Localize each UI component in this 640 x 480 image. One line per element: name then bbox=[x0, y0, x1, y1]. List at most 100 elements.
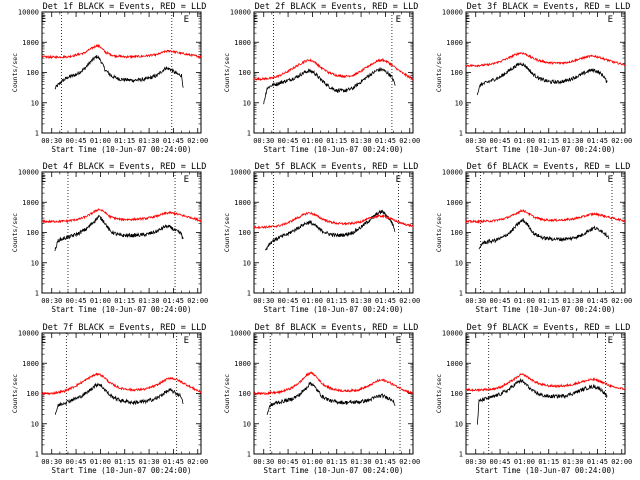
plot-frame bbox=[465, 11, 626, 134]
e-marker-label: E bbox=[396, 336, 401, 346]
panel-title: Det 7f BLACK = Events, RED = LLD bbox=[43, 323, 207, 333]
y-tick-label: 10 bbox=[243, 420, 251, 428]
x-tick-label: 01:30 bbox=[139, 297, 160, 305]
series-lld bbox=[466, 373, 626, 393]
panel-8: Det 8f BLACK = Events, RED = LLD 1 10 100 10… bbox=[223, 323, 420, 475]
series-lld bbox=[41, 372, 202, 396]
series-lld bbox=[253, 58, 414, 82]
x-tick-label: 01:15 bbox=[114, 137, 135, 145]
series-lld bbox=[253, 211, 414, 230]
plot-frame bbox=[465, 171, 626, 294]
x-tick-label: 01:15 bbox=[538, 137, 559, 145]
y-tick-label: 1 bbox=[459, 130, 463, 138]
series-lld bbox=[253, 371, 414, 396]
y-axis-label: Counts/sec bbox=[223, 213, 231, 252]
y-tick-label: 1 bbox=[35, 130, 39, 138]
y-tick-label: 10 bbox=[31, 420, 39, 428]
y-axis-label: Counts/sec bbox=[435, 374, 443, 413]
x-tick-label: 01:45 bbox=[587, 137, 608, 145]
y-axis-label: Counts/sec bbox=[435, 213, 443, 252]
y-tick-label: 10000 bbox=[442, 169, 463, 177]
y-tick-label: 1 bbox=[247, 451, 251, 459]
series-events bbox=[54, 214, 184, 251]
y-tick-label: 10 bbox=[455, 99, 463, 107]
x-tick-label: 01:15 bbox=[114, 297, 135, 305]
x-tick-label: 02:00 bbox=[399, 297, 420, 305]
series-events bbox=[266, 381, 396, 415]
x-tick-label: 02:00 bbox=[187, 137, 208, 145]
e-marker-label: E bbox=[608, 175, 613, 185]
x-tick-label: 00:30 bbox=[253, 137, 274, 145]
y-tick-label: 10000 bbox=[442, 330, 463, 338]
y-tick-label: 10000 bbox=[18, 169, 39, 177]
panel-2: Det 2f BLACK = Events, RED = LLD 1 10 100 10… bbox=[223, 2, 420, 154]
series-events bbox=[54, 55, 184, 90]
y-tick-label: 10 bbox=[31, 259, 39, 267]
x-tick-label: 01:45 bbox=[375, 458, 396, 466]
x-tick-label: 01:30 bbox=[563, 137, 584, 145]
x-tick-label: 01:30 bbox=[139, 458, 160, 466]
x-tick-label: 01:00 bbox=[514, 458, 535, 466]
y-axis-label: Counts/sec bbox=[223, 53, 231, 92]
x-tick-label: 01:30 bbox=[351, 137, 372, 145]
x-tick-label: 00:30 bbox=[253, 297, 274, 305]
panel-5: Det 5f BLACK = Events, RED = LLD 1 10 100 10… bbox=[223, 162, 420, 314]
x-tick-label: 00:45 bbox=[278, 137, 299, 145]
y-axis-label: Counts/sec bbox=[11, 213, 19, 252]
y-axis-label: Counts/sec bbox=[11, 53, 19, 92]
y-tick-label: 1000 bbox=[446, 360, 463, 368]
y-tick-label: 1000 bbox=[234, 199, 251, 207]
y-tick-label: 100 bbox=[238, 69, 251, 77]
x-tick-label: 00:45 bbox=[490, 458, 511, 466]
panel-title: Det 2f BLACK = Events, RED = LLD bbox=[255, 2, 419, 12]
x-tick-label: 01:15 bbox=[538, 458, 559, 466]
x-tick-label: 00:45 bbox=[66, 297, 87, 305]
x-tick-label: 02:00 bbox=[187, 458, 208, 466]
y-tick-label: 10 bbox=[243, 99, 251, 107]
y-tick-label: 1000 bbox=[446, 39, 463, 47]
series-events bbox=[54, 382, 184, 415]
x-tick-label: 01:15 bbox=[326, 458, 347, 466]
panel-3: Det 3f BLACK = Events, RED = LLD 1 10 100 10… bbox=[435, 2, 632, 154]
plot-frame bbox=[465, 332, 626, 455]
y-tick-label: 1 bbox=[459, 451, 463, 459]
x-tick-label: 00:45 bbox=[490, 297, 511, 305]
y-tick-label: 1 bbox=[35, 290, 39, 298]
plot-frame bbox=[41, 171, 202, 294]
y-tick-label: 100 bbox=[26, 390, 39, 398]
x-tick-label: 00:45 bbox=[490, 137, 511, 145]
x-tick-label: 00:30 bbox=[41, 297, 62, 305]
series-events bbox=[265, 209, 396, 251]
y-tick-label: 10000 bbox=[18, 330, 39, 338]
e-marker-label: E bbox=[465, 336, 470, 346]
panel-title: Det 8f BLACK = Events, RED = LLD bbox=[255, 323, 419, 333]
panel-9: Det 9f BLACK = Events, RED = LLD 1 10 100 10… bbox=[435, 323, 632, 475]
e-marker-label: E bbox=[184, 336, 189, 346]
x-tick-label: 01:00 bbox=[302, 297, 323, 305]
y-tick-label: 1000 bbox=[234, 360, 251, 368]
x-tick-label: 01:00 bbox=[302, 137, 323, 145]
panel-title: Det 1f BLACK = Events, RED = LLD bbox=[43, 2, 207, 12]
panel-title: Det 9f BLACK = Events, RED = LLD bbox=[467, 323, 631, 333]
x-tick-label: 00:30 bbox=[465, 297, 486, 305]
x-tick-label: 00:30 bbox=[465, 458, 486, 466]
x-tick-label: 00:45 bbox=[278, 458, 299, 466]
x-axis-label: Start Time (10-Jun-07 00:24:00) bbox=[264, 145, 404, 154]
x-tick-label: 01:15 bbox=[538, 297, 559, 305]
x-tick-label: 01:00 bbox=[514, 137, 535, 145]
plot-frame bbox=[253, 332, 414, 455]
x-tick-label: 00:45 bbox=[66, 137, 87, 145]
x-tick-label: 02:00 bbox=[611, 458, 632, 466]
series-events bbox=[478, 217, 610, 250]
x-axis-label: Start Time (10-Jun-07 00:24:00) bbox=[476, 466, 616, 475]
x-tick-label: 01:45 bbox=[587, 458, 608, 466]
x-axis-label: Start Time (10-Jun-07 00:24:00) bbox=[52, 145, 192, 154]
y-tick-label: 10000 bbox=[442, 9, 463, 17]
y-tick-label: 100 bbox=[450, 390, 463, 398]
y-tick-label: 100 bbox=[238, 229, 251, 237]
x-tick-label: 01:45 bbox=[163, 297, 184, 305]
series-lld bbox=[465, 51, 626, 68]
e-marker-label: E bbox=[253, 175, 258, 185]
y-tick-label: 1 bbox=[247, 290, 251, 298]
